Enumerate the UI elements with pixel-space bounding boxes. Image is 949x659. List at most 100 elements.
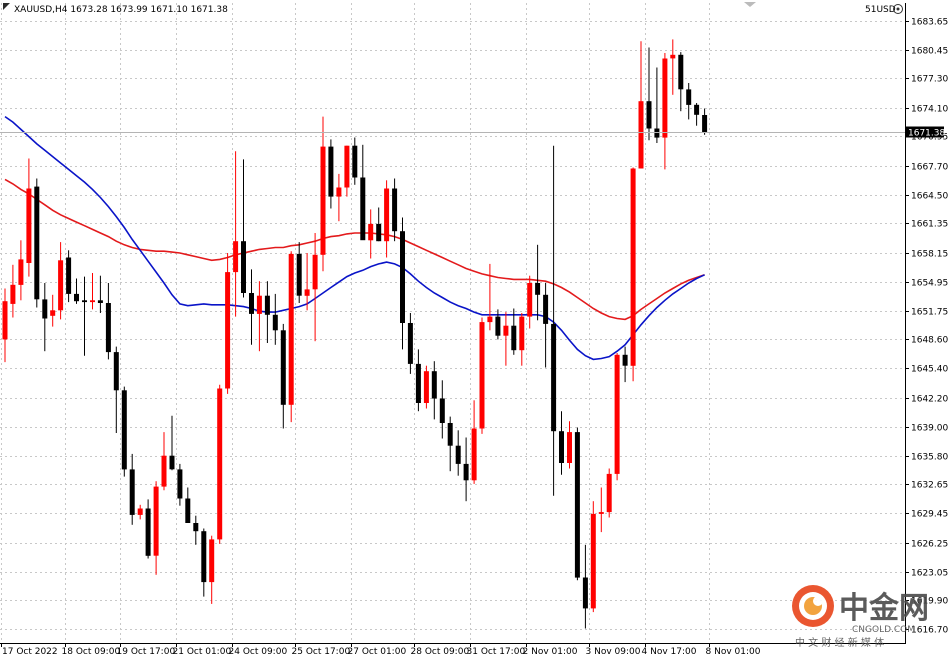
candle-body (129, 469, 135, 515)
account-label: 51USD (865, 5, 896, 15)
candle-body (447, 423, 453, 446)
price-tick-label: 1677.30 (911, 75, 948, 85)
candle (384, 180, 390, 258)
candle (662, 53, 668, 170)
candle (241, 159, 246, 298)
candle (352, 137, 358, 185)
corner-triangle-icon (3, 3, 10, 10)
candle-body (606, 473, 612, 513)
candle (201, 528, 207, 597)
candle-body (121, 390, 127, 470)
candle-body (686, 89, 692, 105)
candle-body (97, 300, 103, 303)
candle (400, 217, 405, 350)
candle (638, 41, 644, 169)
candle (97, 275, 103, 313)
candle-body (654, 128, 660, 138)
candle (113, 346, 119, 433)
candle (129, 453, 135, 525)
candle-body (161, 455, 167, 487)
candle-body (471, 428, 477, 481)
candle (503, 312, 509, 366)
candle (431, 361, 437, 420)
candle (543, 283, 549, 368)
candle-body (590, 513, 596, 609)
candle-body (487, 316, 493, 323)
candle (185, 487, 191, 523)
one-click-panel-toggle-icon[interactable] (744, 2, 756, 7)
price-tick-label: 1667.70 (911, 163, 948, 173)
time-tick-label: 19 Oct 17:00 (117, 647, 176, 657)
candle-body (66, 257, 72, 294)
candle (42, 283, 48, 352)
candle-body (2, 301, 8, 340)
candle-body (18, 259, 24, 285)
candle (233, 151, 239, 317)
candle (193, 515, 199, 545)
price-tick-label: 1629.45 (911, 510, 948, 520)
candle (360, 144, 366, 241)
candle-body (511, 325, 517, 351)
candle (90, 273, 95, 310)
candle-body (280, 330, 286, 405)
candle (423, 365, 429, 409)
price-tick-label: 1674.10 (911, 105, 948, 115)
candle-body (527, 283, 533, 317)
price-tick-label: 1680.45 (911, 47, 948, 57)
candle-body (678, 54, 684, 90)
candle-body (694, 104, 700, 115)
price-tick-label: 1661.35 (911, 220, 948, 230)
watermark-logo-text: 中金网 (839, 591, 929, 626)
candle-body (559, 431, 564, 463)
time-tick-label: 4 Nov 17:00 (642, 647, 697, 657)
candle-body (535, 283, 541, 295)
candle (209, 535, 215, 604)
candle (82, 276, 87, 356)
candle-body (264, 295, 270, 315)
candle-body (272, 314, 278, 331)
candle (535, 244, 541, 321)
candle-body (233, 241, 239, 273)
candle (161, 432, 167, 491)
chart-grid (0, 3, 905, 643)
time-tick-label: 28 Oct 09:00 (411, 647, 470, 657)
candle-body (400, 231, 405, 323)
candle (264, 281, 270, 343)
chart-axes (0, 3, 906, 644)
candle-body (249, 293, 254, 314)
candle (551, 145, 557, 496)
candle (304, 253, 310, 311)
watermark-site: CNGOLD.COM (852, 625, 915, 635)
candle (312, 233, 318, 342)
price-tick-label: 1645.40 (911, 365, 948, 375)
candle (74, 278, 79, 304)
candle (225, 253, 231, 394)
candle-body (82, 300, 87, 303)
candle (2, 288, 8, 363)
time-tick-label: 2 Nov 01:00 (523, 647, 578, 657)
candle-body (423, 371, 429, 403)
candle-body (614, 354, 620, 474)
candle (328, 139, 334, 209)
candle-body (598, 512, 604, 514)
price-tick-label: 1632.65 (911, 481, 948, 491)
time-tick-label: 31 Oct 17:00 (467, 647, 526, 657)
candle (495, 309, 501, 340)
settings-icon[interactable] (893, 4, 903, 14)
candle-body (630, 168, 636, 366)
candle (479, 317, 485, 434)
candle-body (638, 101, 644, 169)
price-tick-label: 1648.60 (911, 336, 948, 346)
candle-body (336, 187, 342, 197)
candle-body (368, 223, 374, 241)
candle-body (463, 463, 469, 481)
candle-body (551, 323, 557, 432)
candle-body (74, 293, 79, 302)
price-tick-label: 1635.80 (911, 453, 948, 463)
candle (519, 313, 525, 366)
candle (50, 294, 56, 327)
candle (217, 384, 223, 544)
candle-body (702, 115, 708, 133)
